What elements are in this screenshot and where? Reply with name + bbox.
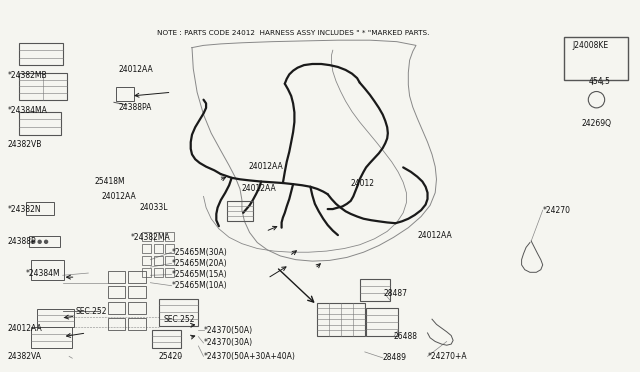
Bar xyxy=(37,309,74,327)
Bar xyxy=(165,232,174,241)
Circle shape xyxy=(45,240,47,243)
Text: 454.5: 454.5 xyxy=(589,77,611,86)
Text: *25465M(10A): *25465M(10A) xyxy=(172,281,227,290)
Text: 25418M: 25418M xyxy=(95,177,125,186)
Text: *24382MA: *24382MA xyxy=(131,233,171,242)
Text: 24012: 24012 xyxy=(351,179,375,187)
Bar xyxy=(19,73,67,100)
Text: *24384MA: *24384MA xyxy=(8,106,47,115)
Text: 24382VB: 24382VB xyxy=(8,140,42,149)
Bar xyxy=(108,271,125,283)
Text: 24012AA: 24012AA xyxy=(242,185,276,193)
Bar xyxy=(29,236,60,247)
Bar xyxy=(154,244,163,253)
Bar xyxy=(19,43,63,65)
Bar xyxy=(154,232,163,241)
Bar xyxy=(142,232,151,241)
Bar xyxy=(564,37,628,80)
Text: *25465M(20A): *25465M(20A) xyxy=(172,259,227,268)
Text: 26488: 26488 xyxy=(394,332,418,341)
Text: 28487: 28487 xyxy=(384,289,408,298)
Text: SEC.252: SEC.252 xyxy=(163,315,195,324)
Text: *24370(50A): *24370(50A) xyxy=(204,326,253,335)
Text: *24370(30A): *24370(30A) xyxy=(204,339,253,347)
Text: 24388PA: 24388PA xyxy=(118,103,152,112)
Text: 24012AA: 24012AA xyxy=(118,65,153,74)
Bar xyxy=(108,286,125,298)
Text: 24012AA: 24012AA xyxy=(101,192,136,201)
Bar xyxy=(128,318,146,330)
Text: *24384M: *24384M xyxy=(26,269,60,278)
Circle shape xyxy=(38,240,41,243)
Bar xyxy=(128,302,146,314)
Bar xyxy=(108,318,125,330)
Text: *24382MB: *24382MB xyxy=(8,71,47,80)
Bar xyxy=(142,268,151,277)
Bar xyxy=(165,256,174,265)
Bar xyxy=(128,286,146,298)
Bar xyxy=(19,112,61,135)
Text: *24382N: *24382N xyxy=(8,205,42,214)
Text: NOTE : PARTS CODE 24012  HARNESS ASSY INCLUDES " * "MARKED PARTS.: NOTE : PARTS CODE 24012 HARNESS ASSY INC… xyxy=(157,30,429,36)
Text: *24270: *24270 xyxy=(543,206,571,215)
Bar xyxy=(142,244,151,253)
Bar xyxy=(152,330,181,348)
Bar xyxy=(116,87,134,101)
Text: 28489: 28489 xyxy=(383,353,407,362)
Text: 24012AA: 24012AA xyxy=(417,231,452,240)
Bar xyxy=(31,327,72,348)
Text: 24012AA: 24012AA xyxy=(8,324,42,333)
Bar xyxy=(165,244,174,253)
Text: *24270+A: *24270+A xyxy=(428,352,467,361)
Text: SEC.252: SEC.252 xyxy=(76,307,107,316)
Bar xyxy=(159,299,198,326)
Text: 24012AA: 24012AA xyxy=(248,162,283,171)
Bar xyxy=(154,268,163,277)
Circle shape xyxy=(32,240,35,243)
Text: 24033L: 24033L xyxy=(140,203,168,212)
Bar xyxy=(165,268,174,277)
Bar xyxy=(108,302,125,314)
Bar xyxy=(128,271,146,283)
Bar xyxy=(142,256,151,265)
Text: *25465M(30A): *25465M(30A) xyxy=(172,248,227,257)
Text: *25465M(15A): *25465M(15A) xyxy=(172,270,227,279)
Text: J24008KE: J24008KE xyxy=(573,41,609,50)
Text: 24388P: 24388P xyxy=(8,237,36,246)
Bar xyxy=(26,202,54,215)
Text: *24370(50A+30A+40A): *24370(50A+30A+40A) xyxy=(204,352,296,361)
Text: 24382VA: 24382VA xyxy=(8,352,42,361)
Bar xyxy=(360,279,390,301)
Text: 25420: 25420 xyxy=(159,352,183,361)
Text: 24269Q: 24269Q xyxy=(581,119,611,128)
Bar xyxy=(366,308,398,336)
Bar xyxy=(31,260,64,280)
Bar xyxy=(154,256,163,265)
Bar xyxy=(227,201,253,221)
Bar xyxy=(317,303,365,336)
